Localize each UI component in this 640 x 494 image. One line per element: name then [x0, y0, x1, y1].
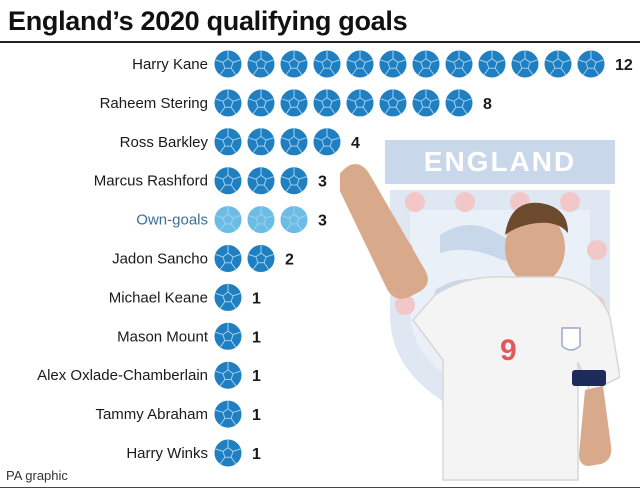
chart-row: Harry Kane 12 [132, 49, 633, 79]
goal-ball-icon [246, 127, 276, 157]
graphic-credit: PA graphic [6, 468, 68, 483]
category-label: Marcus Rashford [94, 173, 208, 190]
chart-row: Raheem Stering 8 [100, 88, 492, 118]
goal-ball-icon [279, 49, 309, 79]
goal-ball-icon [213, 399, 243, 429]
goal-ball-icon [444, 49, 474, 79]
value-label: 2 [285, 252, 294, 269]
chart-row: Marcus Rashford 3 [94, 166, 327, 196]
goal-ball-icon [378, 88, 408, 118]
chart-row: Harry Winks 1 [126, 438, 261, 468]
value-label: 1 [252, 407, 261, 424]
goal-ball-icon [312, 88, 342, 118]
category-label: Raheem Stering [100, 95, 208, 112]
goal-ball-icon [279, 127, 309, 157]
goal-ball-icon [576, 49, 606, 79]
value-label: 12 [615, 57, 633, 74]
goal-ball-icon [213, 244, 243, 273]
goal-ball-icon [444, 88, 474, 118]
goal-ball-icon [213, 127, 243, 157]
goal-ball-icon [378, 49, 408, 79]
chart-row: Jadon Sancho 2 [112, 244, 294, 273]
value-label: 4 [351, 135, 360, 152]
value-label: 3 [318, 213, 327, 230]
goal-ball-icon [213, 88, 243, 118]
goal-ball-icon [279, 166, 309, 196]
footer-divider [0, 487, 640, 488]
player-arm [340, 164, 428, 299]
value-label: 1 [252, 290, 261, 307]
goal-ball-icon [246, 166, 276, 196]
crest-text: ENGLAND [424, 146, 576, 177]
category-label: Michael Keane [109, 289, 208, 306]
player-photo: 9 [340, 164, 620, 481]
category-label: Own-goals [136, 212, 208, 229]
goal-ball-icon [312, 127, 342, 157]
chart-row: Tammy Abraham 1 [95, 399, 261, 429]
value-label: 1 [252, 446, 261, 463]
category-label: Tammy Abraham [95, 406, 208, 423]
category-label: Mason Mount [117, 328, 209, 345]
player-head [505, 212, 565, 284]
goal-ball-icon [246, 88, 276, 118]
goal-ball-icon [345, 88, 375, 118]
goal-ball-icon [213, 166, 243, 196]
player-lower-arm [579, 386, 612, 466]
goal-ball-icon [246, 244, 276, 273]
goal-ball-icon [543, 49, 573, 79]
category-label: Ross Barkley [120, 134, 209, 151]
goal-ball-icon [279, 205, 309, 235]
goal-ball-icon [477, 49, 507, 79]
chart-row: Ross Barkley 4 [120, 127, 360, 157]
goal-ball-icon [411, 88, 441, 118]
chart-row: Michael Keane 1 [109, 282, 261, 312]
goal-ball-icon [213, 49, 243, 79]
goal-ball-icon [246, 205, 276, 235]
chart-row: Mason Mount 1 [117, 321, 261, 351]
captain-armband [572, 370, 606, 386]
goal-ball-icon [213, 282, 243, 312]
shirt-badge-icon [561, 327, 581, 351]
goal-ball-icon [345, 49, 375, 79]
category-label: Alex Oxlade-Chamberlain [37, 367, 208, 384]
goal-ball-icon [213, 438, 243, 468]
chart-row: Alex Oxlade-Chamberlain 1 [37, 360, 261, 390]
crest-banner [385, 140, 615, 184]
goal-ball-icon [246, 49, 276, 79]
player-hair [505, 202, 568, 235]
page-title: England’s 2020 qualifying goals [8, 6, 408, 36]
goal-ball-icon [213, 321, 243, 351]
goal-ball-icon [510, 49, 540, 79]
value-label: 8 [483, 96, 492, 113]
value-label: 3 [318, 174, 327, 191]
shirt-number: 9 [500, 334, 517, 367]
title-divider [0, 41, 640, 43]
category-label: Jadon Sancho [112, 251, 208, 268]
chart-row: Own-goals 3 [136, 205, 327, 235]
value-label: 1 [252, 329, 261, 346]
goal-ball-icon [279, 88, 309, 118]
category-label: Harry Kane [132, 56, 208, 73]
goal-ball-icon [213, 360, 243, 390]
category-label: Harry Winks [126, 445, 208, 462]
goal-ball-icon [411, 49, 441, 79]
value-label: 1 [252, 368, 261, 385]
goal-ball-icon [213, 205, 243, 235]
goal-ball-icon [312, 49, 342, 79]
